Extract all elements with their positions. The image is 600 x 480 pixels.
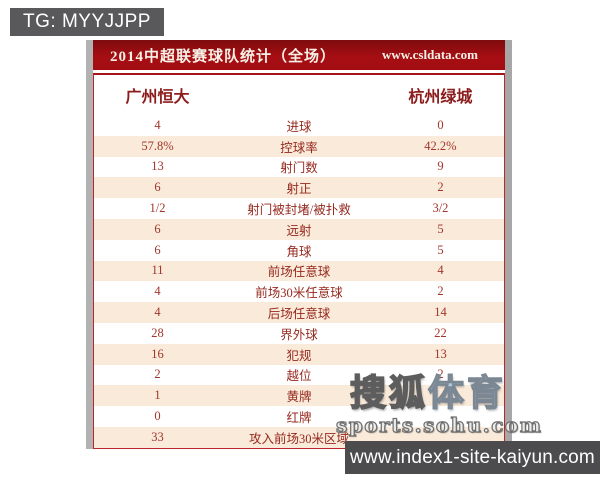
stat-row-red-cards: 0 红牌 bbox=[94, 406, 504, 427]
stat-label: 黄牌 bbox=[286, 390, 312, 405]
stat-row-blocked-saved: 1/2 射门被封堵/被扑救 3/2 bbox=[94, 198, 504, 219]
tg-contact-text: TG: MYYJJPP bbox=[23, 11, 151, 32]
away-value: 42.2% bbox=[424, 138, 457, 153]
away-value: 5 bbox=[437, 221, 444, 236]
stat-row-shots-on-target: 6 射正 2 bbox=[94, 177, 504, 199]
home-value: 6 bbox=[154, 221, 161, 236]
tg-contact-badge: TG: MYYJJPP bbox=[10, 8, 164, 36]
away-value: 4 bbox=[437, 263, 444, 278]
stat-row-corners: 6 角球 5 bbox=[94, 239, 504, 261]
away-value: 5 bbox=[437, 242, 444, 257]
stats-title: 2014中超联赛球队统计（全场） bbox=[110, 48, 337, 65]
stat-row-freekicks-30m: 4 前场30米任意球 2 bbox=[94, 281, 504, 303]
home-value: 13 bbox=[151, 159, 164, 174]
away-value: 3/2 bbox=[432, 201, 449, 216]
home-value: 6 bbox=[154, 242, 161, 257]
footer-url-text: www.index1-site-kaiyun.com bbox=[350, 446, 595, 468]
stat-row-goals: 4 进球 0 bbox=[94, 115, 504, 136]
home-value: 1/2 bbox=[149, 201, 166, 216]
stat-label: 犯规 bbox=[286, 348, 312, 363]
home-value: 33 bbox=[151, 429, 164, 444]
team-header-row: 广州恒大 杭州绿城 bbox=[94, 75, 504, 115]
stat-label: 红牌 bbox=[286, 411, 312, 426]
stat-label: 前场30米任意球 bbox=[255, 286, 343, 301]
away-value: 22 bbox=[434, 325, 447, 340]
home-value: 6 bbox=[154, 180, 161, 195]
stat-label: 攻入前场30米区域 bbox=[248, 431, 349, 446]
away-value: 2 bbox=[437, 180, 444, 195]
home-team-name: 广州恒大 bbox=[125, 89, 190, 106]
stat-label: 射门数 bbox=[280, 161, 318, 176]
stat-label: 后场任意球 bbox=[267, 307, 331, 322]
away-team-name: 杭州绿城 bbox=[408, 89, 473, 106]
stat-label: 界外球 bbox=[280, 327, 318, 342]
stat-row-fouls: 16 犯规 13 bbox=[94, 343, 504, 365]
away-value: 2 bbox=[437, 284, 444, 299]
home-value: 57.8% bbox=[141, 138, 174, 153]
footer-url-bar: www.index1-site-kaiyun.com bbox=[345, 441, 600, 474]
stat-label: 越位 bbox=[286, 369, 312, 384]
csldata-site-link[interactable]: www.csldata.com bbox=[381, 47, 478, 62]
home-value: 11 bbox=[151, 263, 164, 278]
stat-row-possession: 57.8% 控球率 42.2% bbox=[94, 135, 504, 157]
match-stats-panel: 2014中超联赛球队统计（全场） www.csldata.com 广州恒大 杭州… bbox=[86, 40, 512, 449]
stat-row-shots: 13 射门数 9 bbox=[94, 156, 504, 178]
home-value: 16 bbox=[151, 346, 164, 361]
stats-table: 广州恒大 杭州绿城 4 进球 0 57.8% 控球率 42.2% 13 射门数 … bbox=[93, 73, 505, 449]
stat-label: 远射 bbox=[286, 223, 312, 238]
home-value: 4 bbox=[154, 117, 161, 132]
stat-label: 射正 bbox=[286, 182, 312, 197]
away-value: 2 bbox=[437, 367, 444, 382]
away-value: 9 bbox=[437, 159, 444, 174]
stat-label: 射门被封堵/被扑救 bbox=[247, 203, 351, 218]
stat-row-offsides: 2 越位 2 bbox=[94, 364, 504, 386]
stats-header-bar: 2014中超联赛球队统计（全场） www.csldata.com bbox=[93, 40, 505, 70]
stat-row-attacking-freekicks: 11 前场任意球 4 bbox=[94, 260, 504, 282]
home-value: 2 bbox=[154, 367, 161, 382]
home-value: 28 bbox=[151, 325, 164, 340]
stat-label: 控球率 bbox=[280, 140, 318, 155]
home-value: 4 bbox=[154, 305, 161, 320]
home-value: 0 bbox=[154, 409, 161, 424]
stat-row-defensive-freekicks: 4 后场任意球 14 bbox=[94, 302, 504, 323]
stat-label: 进球 bbox=[286, 119, 312, 134]
away-value: 14 bbox=[434, 305, 447, 320]
home-value: 4 bbox=[154, 284, 161, 299]
stat-row-yellow-cards: 1 黄牌 bbox=[94, 385, 504, 407]
stat-row-long-shots: 6 远射 5 bbox=[94, 218, 504, 240]
away-value: 0 bbox=[437, 117, 444, 132]
away-value: 13 bbox=[434, 346, 447, 361]
home-value: 1 bbox=[154, 388, 161, 403]
stat-label: 前场任意球 bbox=[267, 265, 331, 280]
stat-label: 角球 bbox=[286, 244, 312, 259]
stat-row-throw-ins: 28 界外球 22 bbox=[94, 322, 504, 344]
